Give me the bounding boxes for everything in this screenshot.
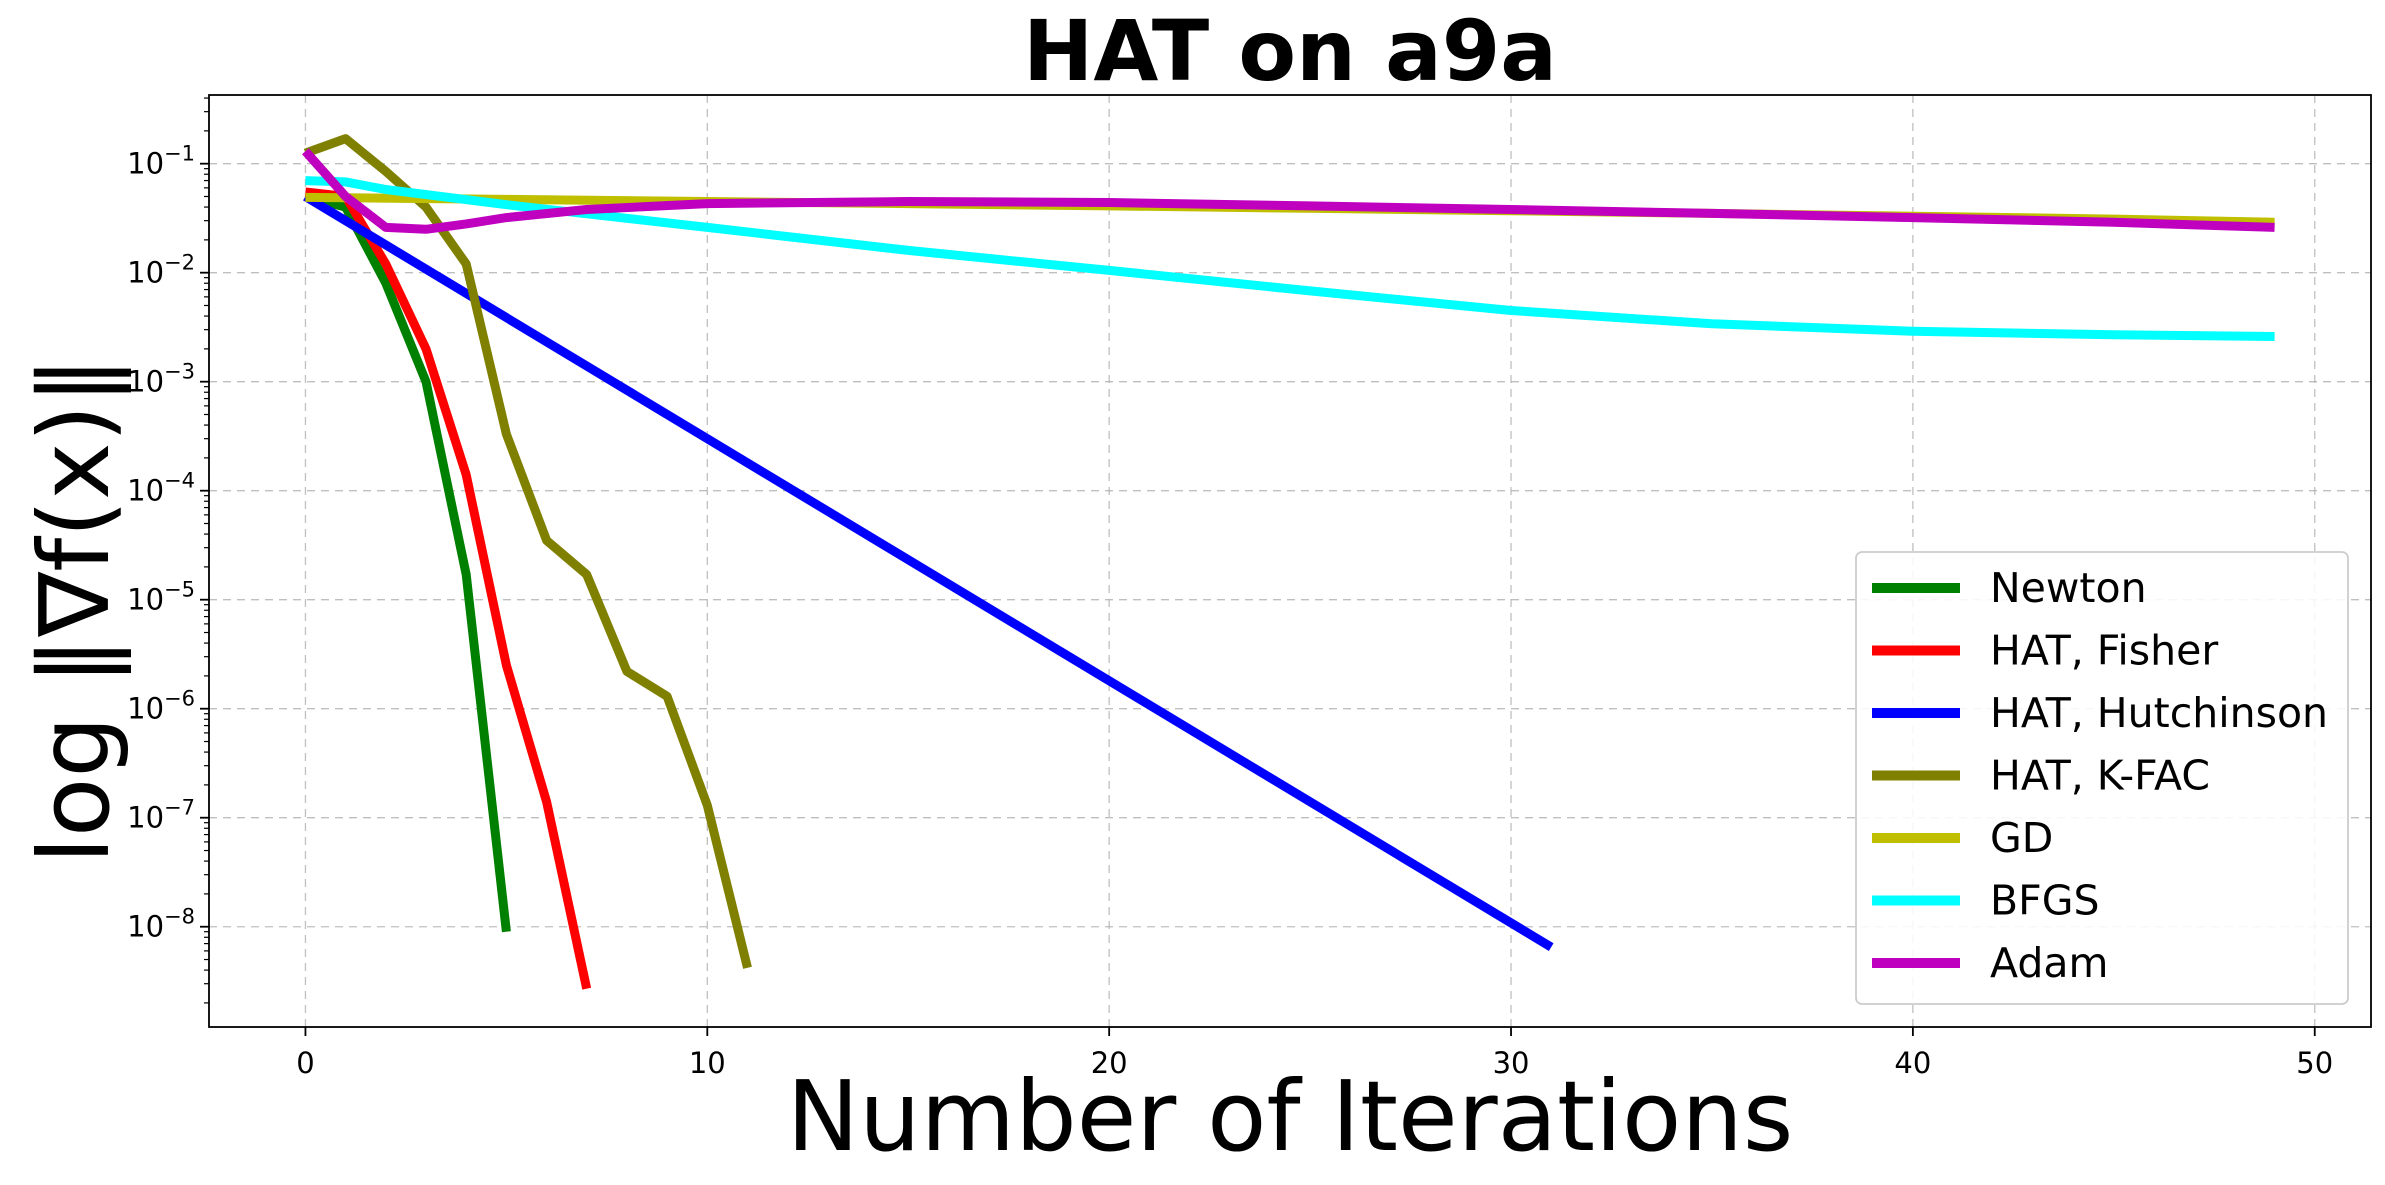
plot-frame [208, 94, 2372, 1028]
y-tick-base: 10 [127, 801, 164, 835]
y-tick-base: 10 [127, 256, 164, 290]
legend-label: Newton [1990, 564, 2147, 612]
x-axis-ticks: 0 10 20 30 40 50 [296, 1027, 2333, 1080]
y-tick-label: 10−4 [127, 469, 195, 508]
y-tick-label: 10−6 [127, 687, 195, 726]
y-tick-exponent: −1 [164, 142, 195, 166]
y-tick-label: 10−2 [127, 251, 195, 290]
legend-label: BFGS [1990, 877, 2100, 925]
y-axis-ticks: 10−110−210−310−410−510−610−710−8 [127, 97, 209, 1004]
y-tick-exponent: −2 [164, 251, 195, 275]
y-tick-exponent: −7 [164, 796, 195, 820]
y-tick-label: 10−8 [127, 905, 195, 944]
y-tick-label: 10−7 [127, 796, 195, 835]
y-axis-label: log ‖∇f(x)‖ [18, 356, 132, 864]
y-tick-label: 10−5 [127, 578, 195, 617]
y-tick-exponent: −4 [164, 469, 195, 493]
series-line-adam [302, 148, 2275, 234]
x-tick-label: 40 [1894, 1046, 1931, 1080]
series-line-hat-fisher [304, 187, 592, 990]
y-tick-exponent: −3 [164, 360, 195, 384]
x-tick-label: 30 [1493, 1046, 1530, 1080]
x-tick-label: 0 [296, 1046, 314, 1080]
y-tick-base: 10 [127, 365, 164, 399]
x-tick-label: 20 [1091, 1046, 1128, 1080]
legend-box [1855, 551, 2349, 1005]
y-tick-base: 10 [127, 583, 164, 617]
y-tick-base: 10 [127, 474, 164, 508]
y-tick-label: 10−3 [127, 360, 195, 399]
y-tick-base: 10 [127, 692, 164, 726]
legend-label: HAT, Hutchinson [1990, 689, 2328, 737]
x-axis-label: Number of Iterations [787, 1060, 1794, 1173]
legend-label: Adam [1990, 939, 2108, 987]
chart-title: HAT on a9a [1023, 2, 1557, 100]
y-tick-base: 10 [127, 147, 164, 181]
legend-label: HAT, Fisher [1990, 627, 2218, 675]
series-line-newton [304, 192, 511, 933]
y-tick-exponent: −8 [164, 905, 195, 929]
series-line-hat-k-fac [303, 134, 752, 969]
legend-label: HAT, K-FAC [1990, 752, 2210, 800]
legend: Newton HAT, Fisher HAT, Hutchinson HAT, K-F… [1855, 551, 2349, 1005]
legend-label: GD [1990, 814, 2053, 862]
series-line-hat-hutchinson [303, 192, 1554, 951]
series-line-bfgs [305, 176, 2275, 341]
y-tick-exponent: −5 [164, 578, 195, 602]
x-tick-label: 50 [2296, 1046, 2333, 1080]
y-tick-label: 10−1 [127, 142, 195, 181]
series-lines [302, 134, 2275, 990]
y-tick-base: 10 [127, 910, 164, 944]
x-tick-label: 10 [689, 1046, 726, 1080]
y-tick-exponent: −6 [164, 687, 195, 711]
